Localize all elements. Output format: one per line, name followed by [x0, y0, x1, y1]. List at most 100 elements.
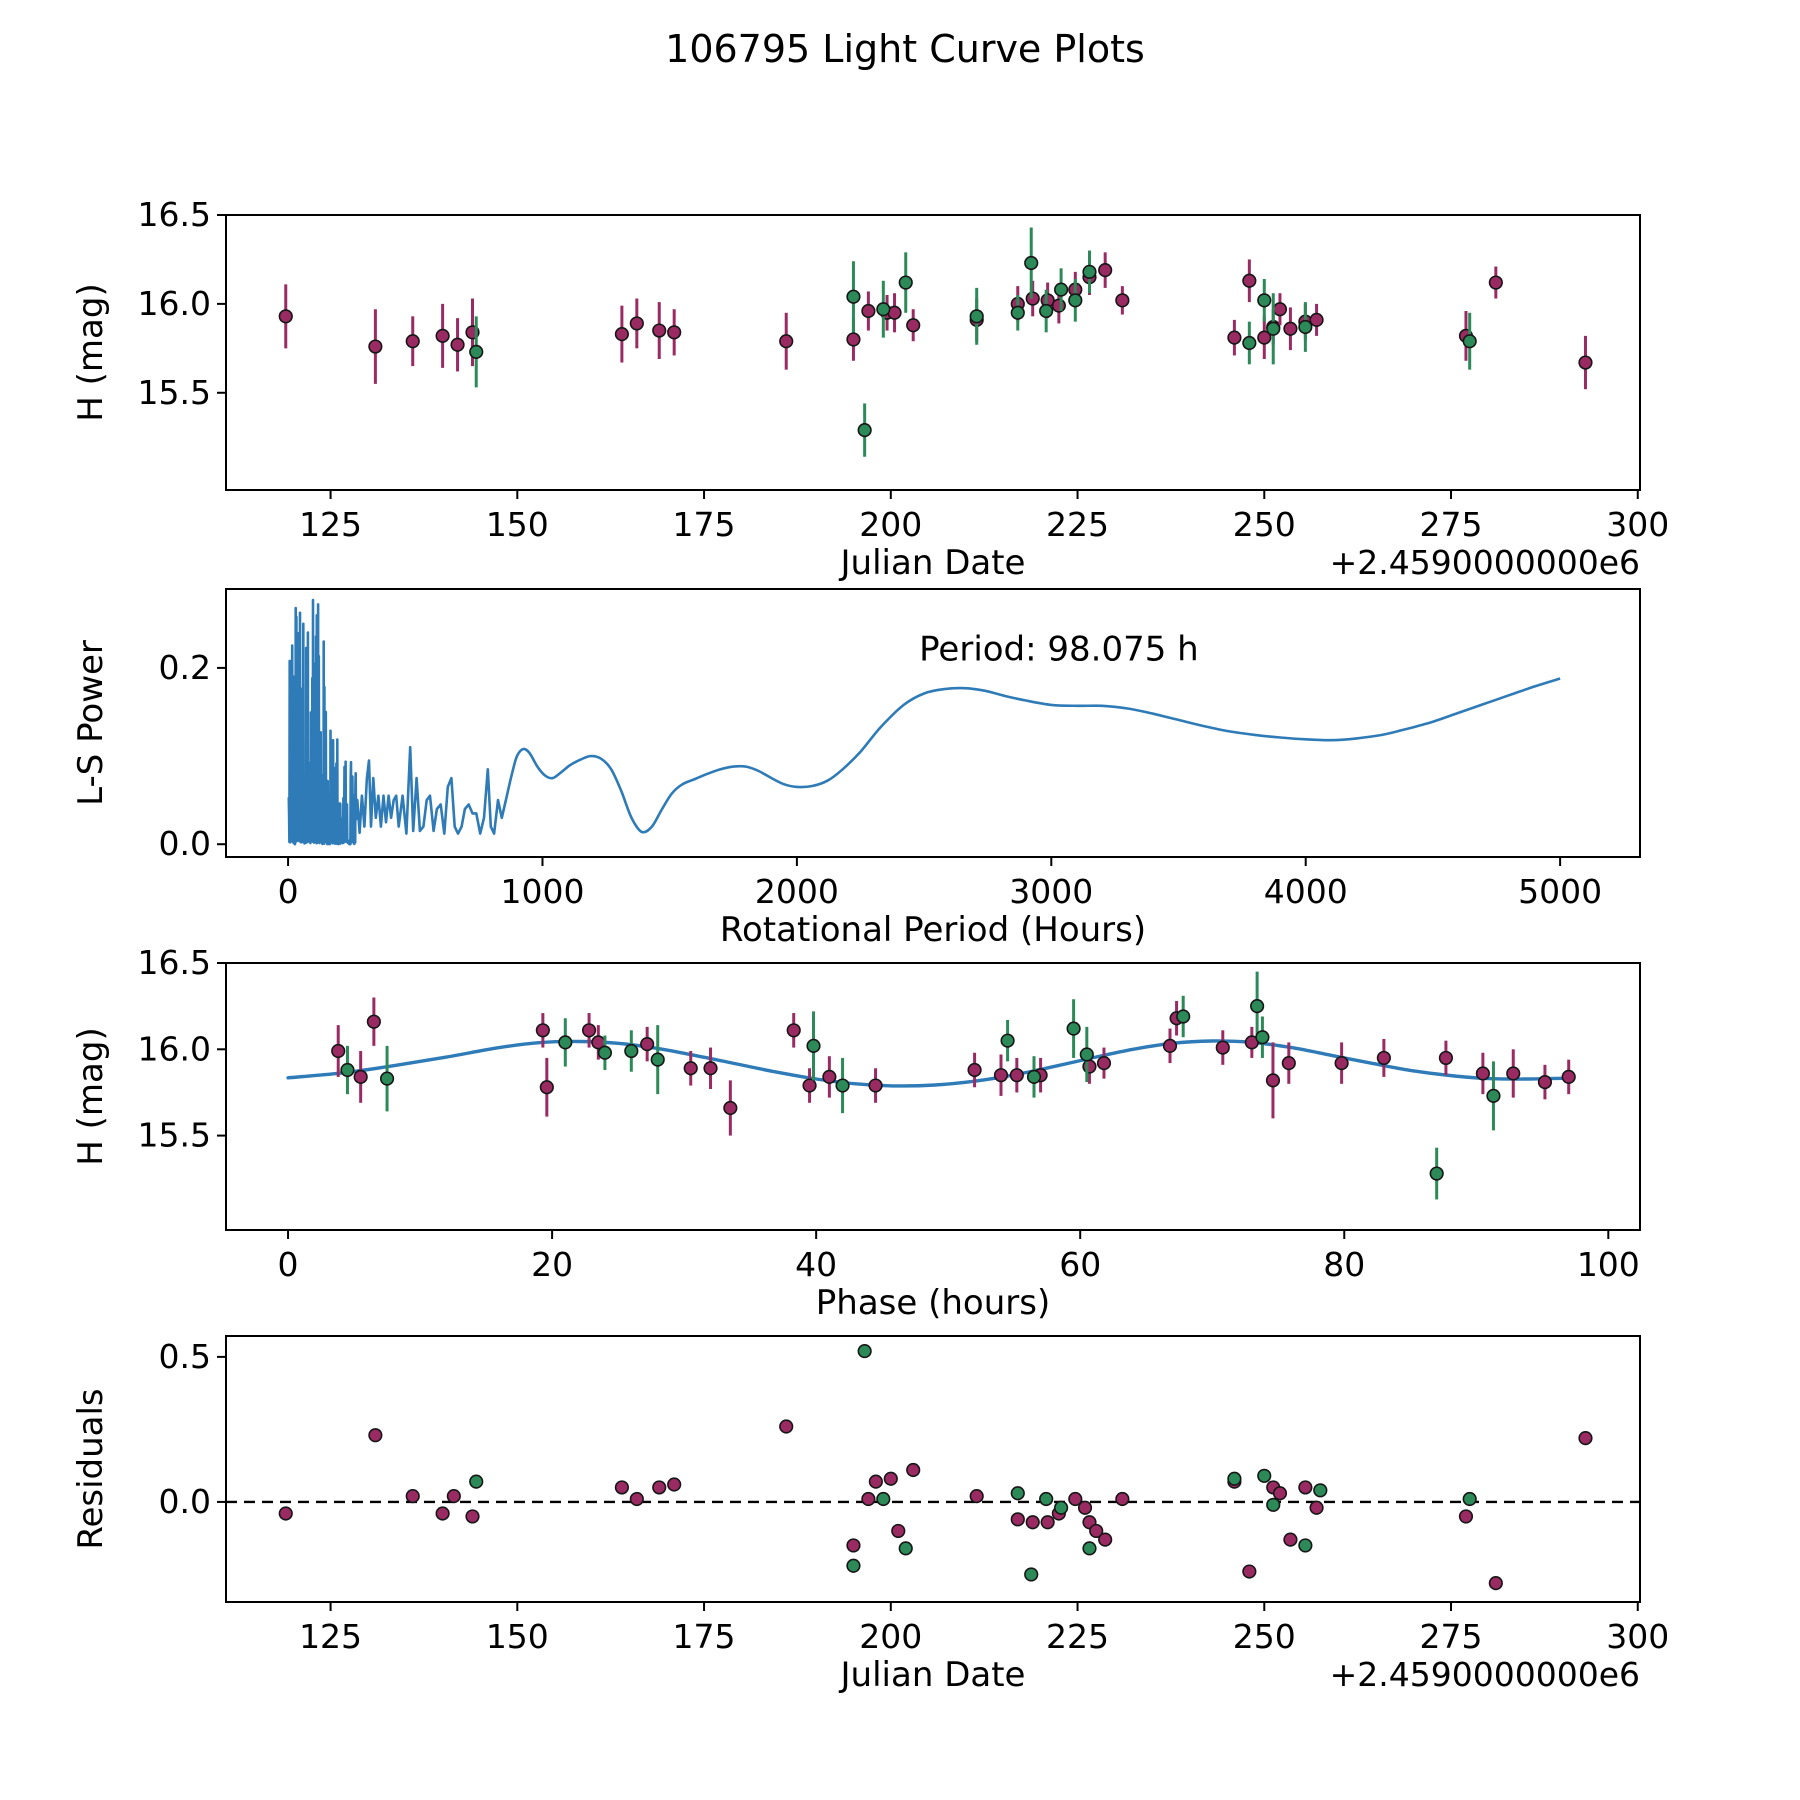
data-point	[1255, 1030, 1270, 1045]
periodogram-y-axis-label: L-S Power	[71, 640, 111, 806]
data-point	[1010, 1486, 1025, 1501]
data-point	[465, 1509, 480, 1524]
data-point	[1115, 293, 1130, 308]
data-point	[640, 1037, 655, 1052]
x-axis-offset-text: +2.4590000000e6	[1330, 543, 1640, 582]
x-tick-label: 125	[299, 1617, 362, 1656]
x-tick-label: 225	[1046, 1617, 1109, 1656]
periodogram-curve	[287, 598, 1561, 846]
data-point	[558, 1035, 573, 1050]
x-tick-label: 200	[859, 1617, 922, 1656]
data-point	[1250, 999, 1265, 1014]
data-point	[652, 1480, 667, 1495]
data-point	[1039, 1491, 1054, 1507]
y-tick-label: 0.0	[159, 824, 211, 863]
data-point	[469, 344, 484, 359]
y-tick-label: 16.0	[138, 1029, 211, 1068]
data-point	[1298, 319, 1313, 335]
data-point	[868, 1078, 883, 1093]
data-point	[368, 1428, 383, 1443]
data-point	[614, 1480, 629, 1495]
data-point	[1266, 1497, 1281, 1512]
data-point	[1283, 321, 1298, 336]
data-point	[1089, 1523, 1104, 1539]
x-tick-label: 300	[1606, 1617, 1669, 1656]
data-point	[469, 1474, 484, 1489]
data-point	[1054, 1500, 1069, 1515]
data-point	[1272, 302, 1288, 317]
data-point	[1040, 1515, 1055, 1530]
lightcurve-x-axis-label: Julian Date	[839, 543, 1026, 583]
data-point	[1098, 263, 1113, 278]
data-point	[1068, 293, 1083, 308]
data-point	[278, 1506, 293, 1521]
data-point	[435, 328, 450, 343]
x-tick-label: 175	[673, 1617, 736, 1656]
x-tick-label: 150	[486, 1617, 549, 1656]
data-point	[868, 1474, 883, 1489]
x-tick-label: 60	[1059, 1245, 1101, 1284]
data-point	[539, 1080, 554, 1095]
data-point	[1176, 1009, 1191, 1024]
data-point	[846, 289, 861, 304]
data-point	[846, 1538, 861, 1553]
data-point	[1257, 330, 1272, 345]
data-point	[629, 1491, 644, 1507]
x-tick-label: 250	[1233, 1617, 1296, 1656]
data-point	[405, 334, 420, 349]
data-point	[891, 1523, 906, 1539]
x-tick-label: 200	[859, 505, 922, 544]
x-tick-label: 0	[278, 872, 299, 911]
lightcurve-axes-frame	[225, 214, 1641, 491]
x-tick-label: 150	[486, 505, 549, 544]
data-point	[846, 1558, 861, 1573]
y-tick-label: 16.5	[138, 195, 211, 234]
data-point	[1051, 298, 1066, 313]
period-annotation: Period: 98.075 h	[919, 630, 1199, 670]
data-point	[969, 309, 984, 324]
data-point	[898, 275, 913, 290]
data-point	[779, 334, 794, 349]
data-point	[1298, 1538, 1313, 1553]
data-point	[846, 332, 861, 347]
data-point	[1537, 1074, 1553, 1090]
data-point	[1266, 321, 1281, 336]
data-point	[1010, 305, 1025, 320]
data-point	[969, 1489, 984, 1504]
x-tick-label: 100	[1577, 1245, 1640, 1284]
data-point	[1024, 255, 1039, 271]
data-point	[857, 422, 872, 438]
data-point	[597, 1045, 613, 1060]
residuals-axes-frame	[225, 1335, 1641, 1603]
data-point	[1458, 1509, 1474, 1524]
data-point	[331, 1043, 346, 1059]
data-point	[1227, 330, 1242, 345]
data-point	[1227, 1471, 1242, 1486]
data-point	[822, 1069, 837, 1085]
data-point	[906, 1462, 921, 1478]
data-point	[652, 323, 667, 338]
y-tick-label: 16.5	[138, 943, 211, 982]
data-point	[861, 303, 876, 319]
data-point	[1334, 1056, 1349, 1071]
data-point	[1257, 293, 1272, 308]
data-point	[1082, 1541, 1097, 1556]
data-point	[667, 1477, 682, 1492]
x-tick-label: 125	[299, 505, 362, 544]
data-point	[1115, 1491, 1130, 1507]
data-point	[1098, 1532, 1113, 1547]
data-point	[1024, 1567, 1039, 1582]
phase-axes-frame	[225, 962, 1641, 1231]
x-tick-label: 275	[1420, 1617, 1483, 1656]
y-tick-label: 0.5	[159, 1337, 211, 1376]
data-point	[1309, 1500, 1324, 1515]
data-point	[278, 309, 293, 324]
data-point	[1025, 1515, 1040, 1530]
data-point	[353, 1069, 368, 1085]
data-point	[1309, 312, 1324, 327]
data-point	[1376, 1050, 1391, 1066]
data-point	[450, 337, 465, 352]
x-tick-label: 225	[1046, 505, 1109, 544]
y-tick-label: 0.0	[159, 1482, 211, 1521]
